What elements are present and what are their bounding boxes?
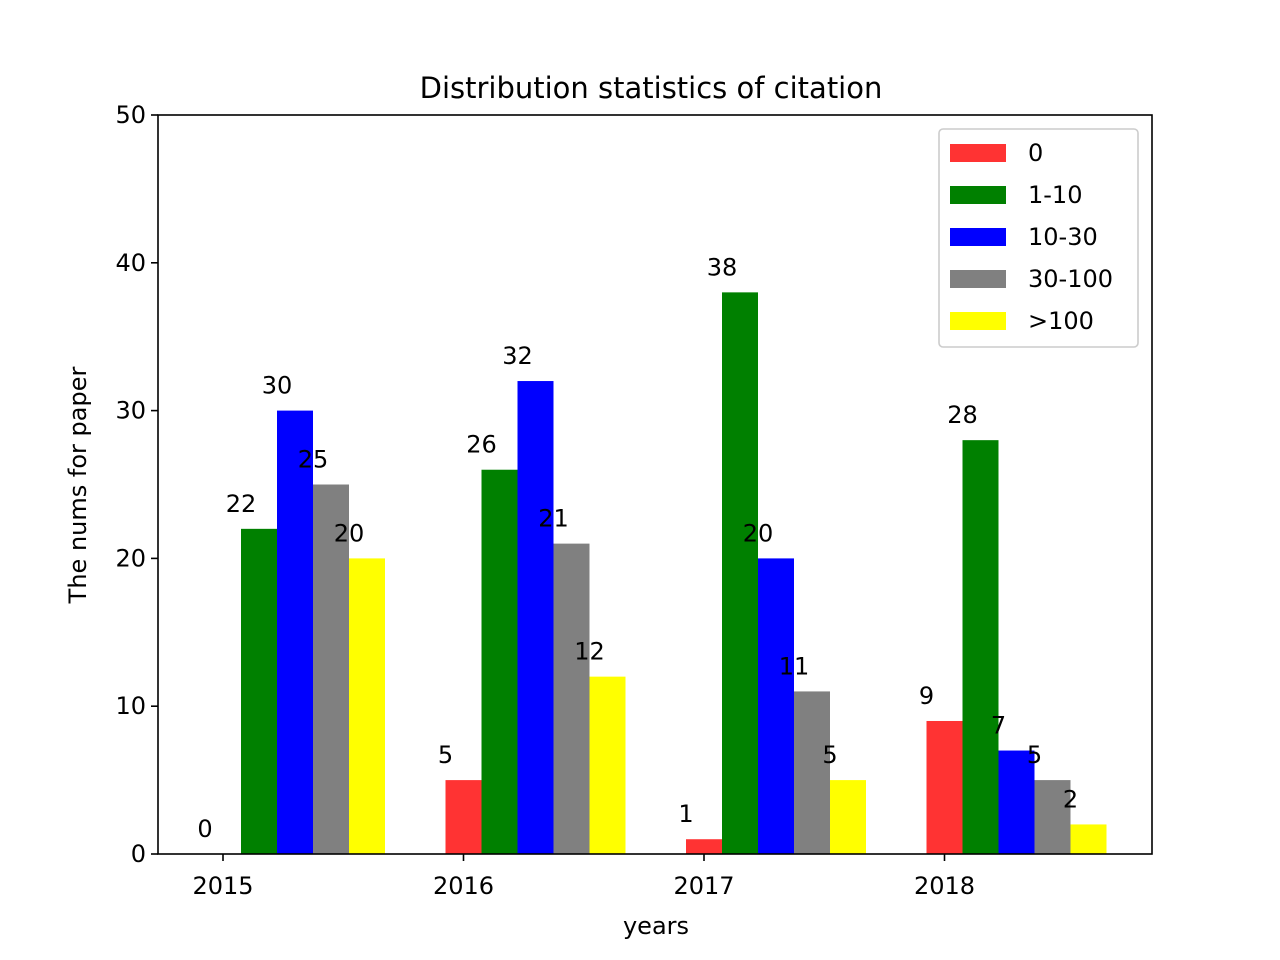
bar-value-label: 20 xyxy=(334,519,365,547)
x-tick-label: 2017 xyxy=(673,872,734,900)
bar-value-label: 25 xyxy=(298,446,329,474)
bar-2017-series-1 xyxy=(722,292,758,854)
bar-value-label: 30 xyxy=(262,372,293,400)
legend-swatch xyxy=(950,144,1006,162)
bar-value-label: 20 xyxy=(743,519,774,547)
bar-value-label: 26 xyxy=(466,431,497,459)
legend-label: >100 xyxy=(1028,307,1094,335)
bar-value-label: 2 xyxy=(1063,785,1078,813)
bar-value-label: 5 xyxy=(822,741,837,769)
legend-swatch xyxy=(950,312,1006,330)
x-tick-label: 2015 xyxy=(192,872,253,900)
legend-label: 0 xyxy=(1028,139,1043,167)
bar-2016-series-4 xyxy=(589,676,626,854)
bar-value-label: 5 xyxy=(438,741,453,769)
bar-value-label: 5 xyxy=(1027,741,1042,769)
bar-2016-series-2 xyxy=(517,381,554,854)
bar-2015-series-4 xyxy=(349,558,385,854)
bar-value-label: 32 xyxy=(502,342,533,370)
legend: 0 1-10 10-30 30-100 >100 xyxy=(938,128,1139,348)
bar-2016-series-1 xyxy=(481,469,518,854)
bar-2015-series-3 xyxy=(313,484,349,854)
legend-label: 30-100 xyxy=(1028,265,1113,293)
bar-2017-series-2 xyxy=(758,558,794,854)
bar-2018-series-2 xyxy=(998,750,1035,854)
bar-2015-series-1 xyxy=(241,528,277,854)
bar-value-label: 12 xyxy=(574,638,605,666)
bar-2018-series-3 xyxy=(1034,780,1071,854)
bar-value-label: 38 xyxy=(707,253,738,281)
y-axis-title: The nums for paper xyxy=(64,367,92,605)
y-tick-label: 40 xyxy=(115,249,146,277)
x-tick-label: 2016 xyxy=(433,872,494,900)
bar-2018-series-4 xyxy=(1070,824,1107,854)
legend-swatch xyxy=(950,228,1006,246)
bar-value-label: 11 xyxy=(779,652,810,680)
y-tick-label: 50 xyxy=(115,101,146,129)
bar-2017-series-3 xyxy=(794,691,830,854)
y-tick-label: 30 xyxy=(115,397,146,425)
x-axis-title: years xyxy=(623,912,689,940)
bar-value-label: 21 xyxy=(538,505,569,533)
bar-2017-series-4 xyxy=(830,780,866,854)
bar-2015-series-2 xyxy=(277,410,313,854)
bar-value-label: 7 xyxy=(991,712,1006,740)
bar-value-label: 1 xyxy=(678,800,693,828)
bar-value-label: 9 xyxy=(919,682,934,710)
chart-title: Distribution statistics of citation xyxy=(420,71,883,105)
bar-2017-series-0 xyxy=(686,839,722,854)
legend-swatch xyxy=(950,186,1006,204)
bar-2016-series-0 xyxy=(445,780,482,854)
y-tick-label: 20 xyxy=(115,544,146,572)
legend-swatch xyxy=(950,270,1006,288)
x-tick-label: 2018 xyxy=(914,872,975,900)
legend-box xyxy=(938,128,1139,348)
legend-label: 1-10 xyxy=(1028,181,1082,209)
bar-2018-series-0 xyxy=(926,720,963,854)
bar-value-label: 28 xyxy=(947,401,978,429)
plot-frame xyxy=(157,114,1153,855)
bar-2018-series-1 xyxy=(962,440,999,854)
bars-layer xyxy=(241,292,1107,854)
bar-value-label: 22 xyxy=(226,490,257,518)
bar-value-label: 0 xyxy=(197,815,212,843)
y-tick-label: 0 xyxy=(131,840,146,868)
legend-label: 10-30 xyxy=(1028,223,1098,251)
y-tick-label: 10 xyxy=(115,692,146,720)
bar-2016-series-3 xyxy=(553,543,590,854)
